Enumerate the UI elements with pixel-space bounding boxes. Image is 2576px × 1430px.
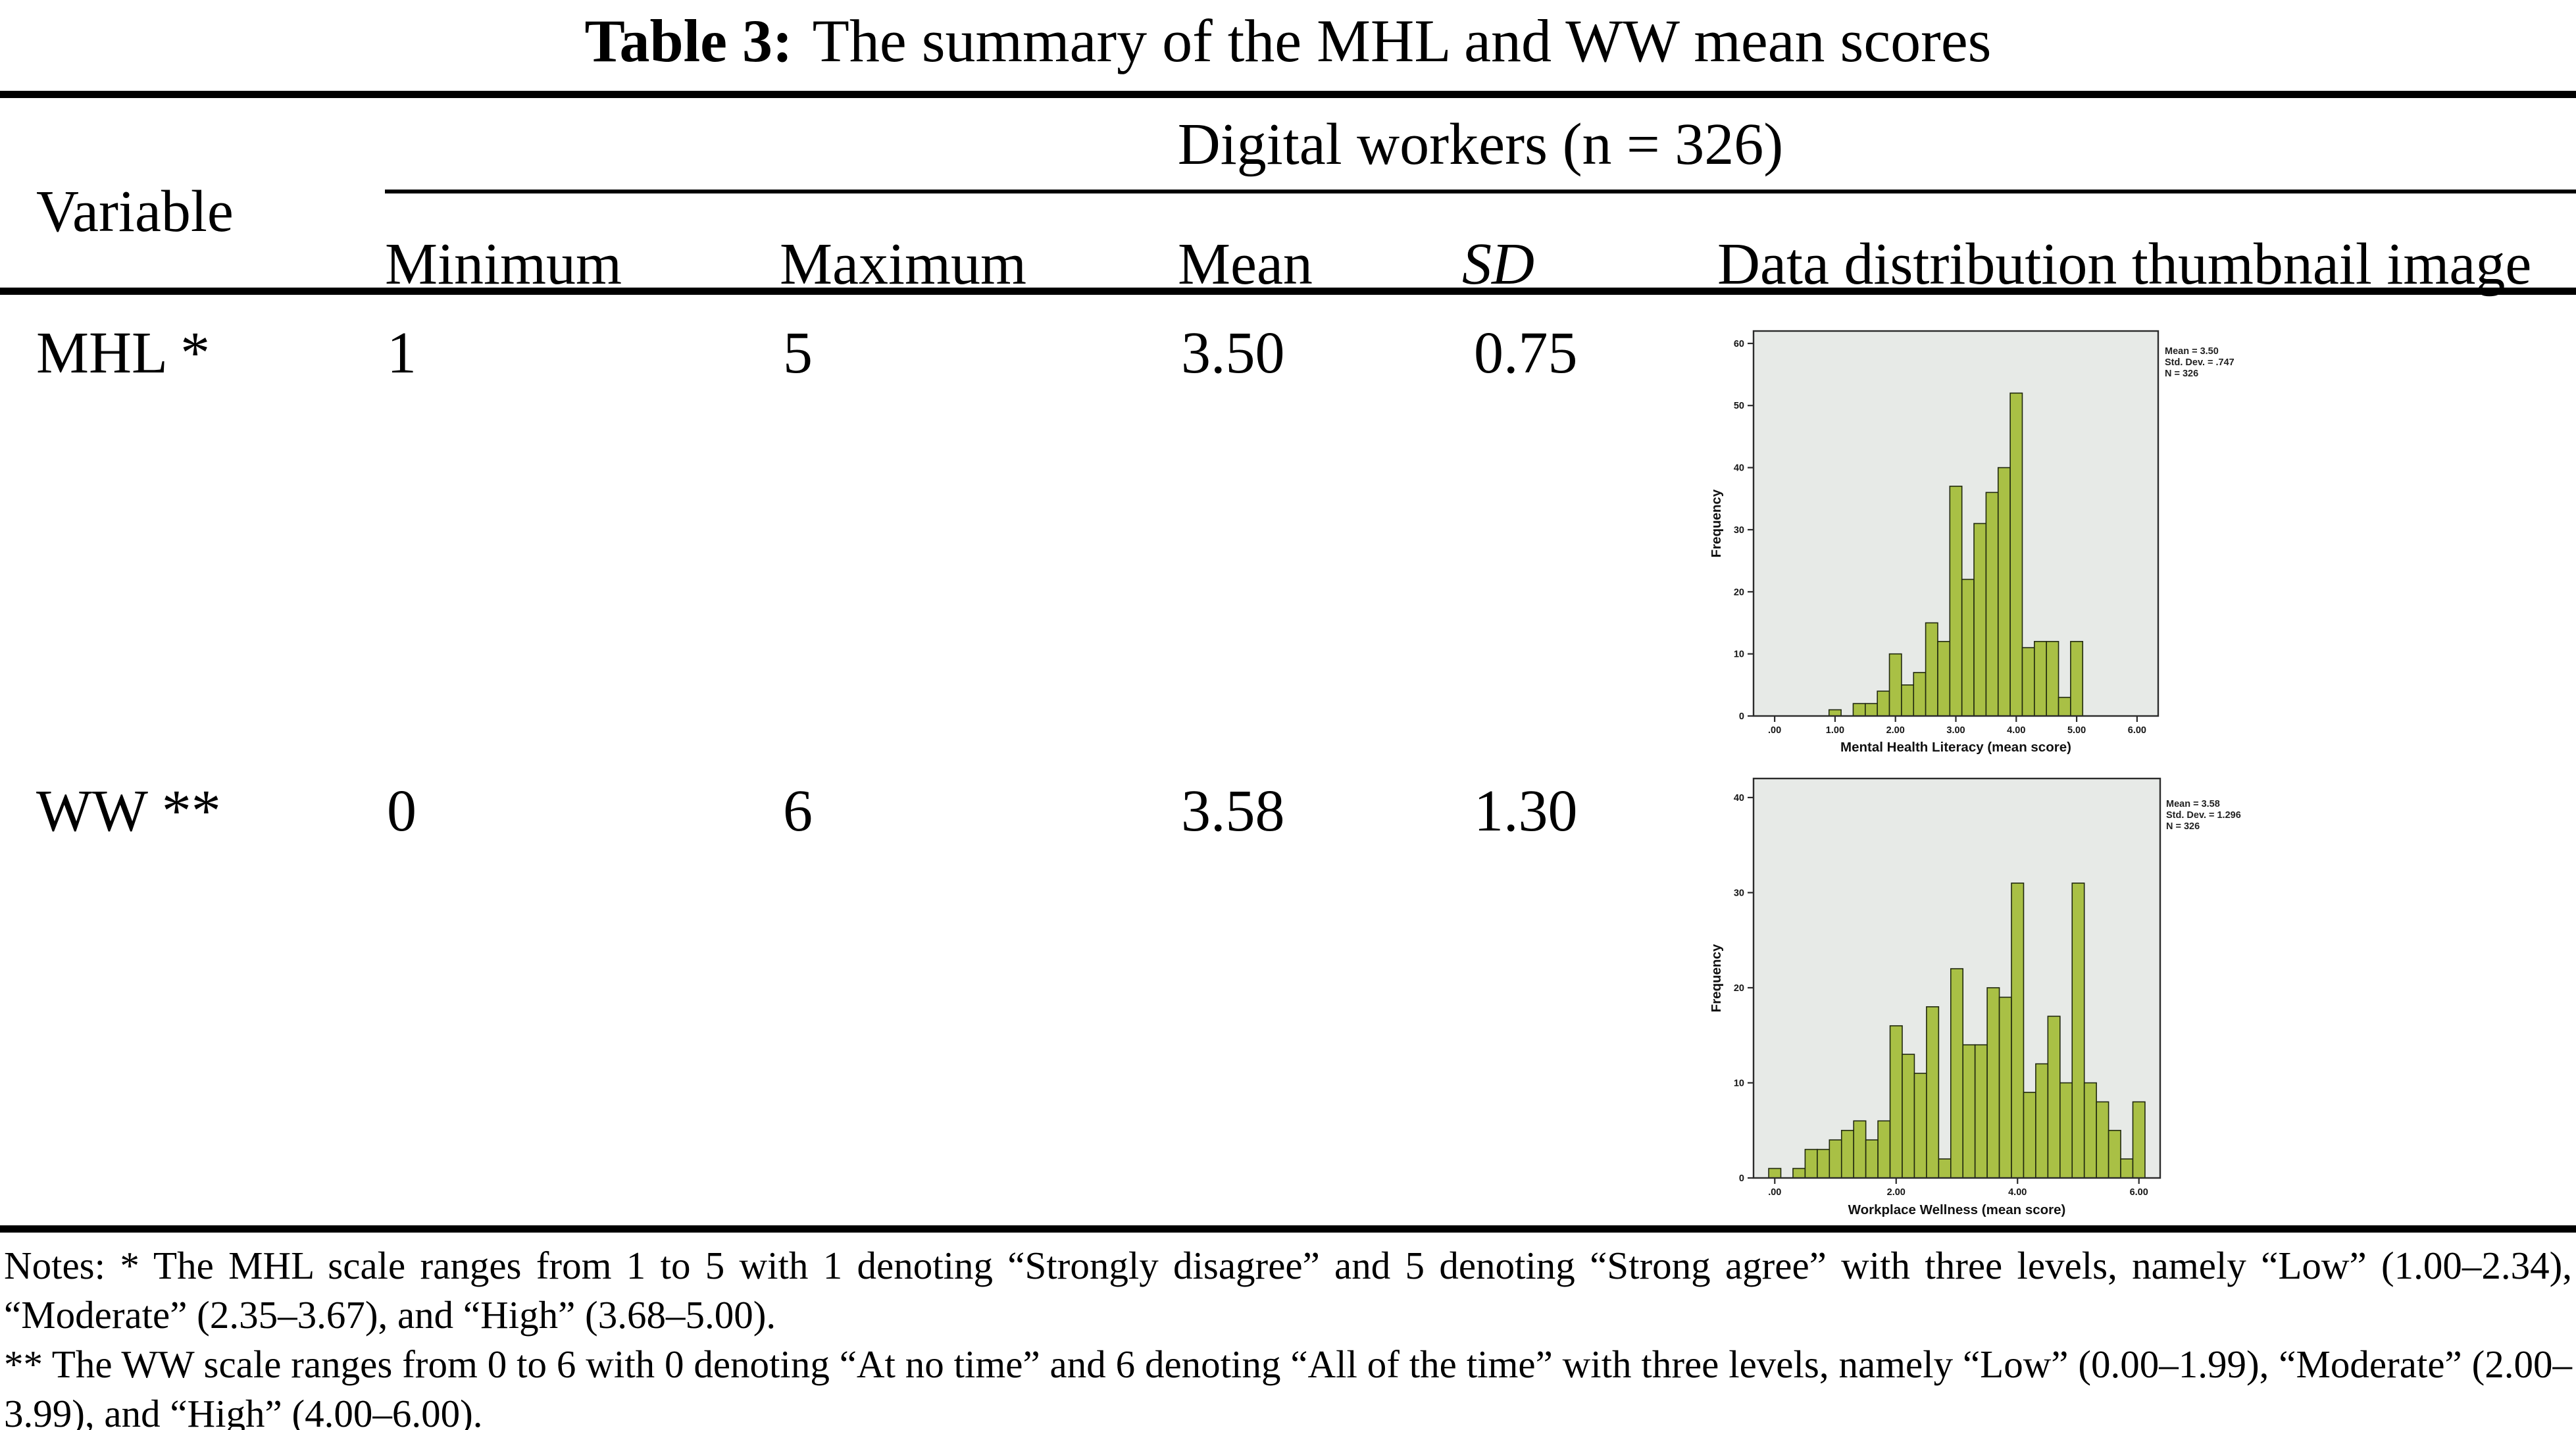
plot-border bbox=[1752, 777, 2161, 1179]
top-rule bbox=[0, 91, 2576, 98]
note-ww-scale: ** The WW scale ranges from 0 to 6 with … bbox=[4, 1342, 2572, 1430]
svg-text:0: 0 bbox=[1739, 711, 1744, 722]
svg-text:40: 40 bbox=[1734, 793, 1744, 804]
svg-text:Std. Dev. = .747: Std. Dev. = .747 bbox=[2165, 357, 2235, 368]
svg-text:5.00: 5.00 bbox=[2067, 725, 2086, 736]
svg-text:4.00: 4.00 bbox=[2007, 725, 2025, 736]
svg-text:2.00: 2.00 bbox=[1886, 725, 1905, 736]
cell-ww-maximum: 6 bbox=[783, 779, 813, 844]
x-axis-title: Workplace Wellness (mean score) bbox=[1848, 1202, 2066, 1217]
cell-ww-minimum: 0 bbox=[387, 779, 417, 844]
svg-text:20: 20 bbox=[1734, 587, 1744, 598]
ww-histogram-chart: 0 10 20 30 40 .00 2.00 4.00 6.00 Workplace Wellne… bbox=[1709, 777, 2241, 1217]
svg-text:N = 326: N = 326 bbox=[2165, 369, 2198, 379]
svg-text:50: 50 bbox=[1734, 401, 1744, 411]
table-caption-text: The summary of the MHL and WW mean score… bbox=[812, 7, 1992, 74]
group-span-rule bbox=[385, 190, 2576, 193]
mhl-histogram-thumbnail: 0 10 20 30 40 50 60 .00 1.00 2.00 3.00 4.00 5.00 6.00… bbox=[1704, 301, 2576, 757]
y-axis: 0 10 20 30 40 bbox=[1734, 793, 1754, 1184]
col-header-minimum: Minimum bbox=[385, 232, 622, 297]
x-axis: .00 2.00 4.00 6.00 bbox=[1768, 1178, 2148, 1198]
table-notes: Notes: * The MHL scale ranges from 1 to … bbox=[4, 1241, 2572, 1430]
cell-mhl-mean: 3.50 bbox=[1181, 320, 1285, 386]
svg-text:10: 10 bbox=[1734, 650, 1744, 660]
svg-text:30: 30 bbox=[1734, 525, 1744, 536]
y-axis-title: Frequency bbox=[1709, 489, 1724, 557]
y-axis-title: Frequency bbox=[1709, 944, 1724, 1012]
histogram-bars bbox=[1828, 392, 2084, 717]
svg-text:1.00: 1.00 bbox=[1826, 725, 1844, 736]
cell-mhl-sd: 0.75 bbox=[1474, 320, 1578, 386]
svg-text:.00: .00 bbox=[1768, 1187, 1781, 1198]
svg-text:.00: .00 bbox=[1768, 725, 1781, 736]
svg-text:3.00: 3.00 bbox=[1946, 725, 1965, 736]
y-axis: 0 10 20 30 40 50 60 bbox=[1734, 339, 1754, 722]
col-header-sd: SD bbox=[1462, 232, 1534, 297]
col-header-variable: Variable bbox=[36, 179, 234, 244]
mhl-histogram-chart: 0 10 20 30 40 50 60 .00 1.00 2.00 3.00 4.00 5.00 6.00… bbox=[1709, 330, 2235, 755]
note-mhl-scale: Notes: * The MHL scale ranges from 1 to … bbox=[4, 1244, 2572, 1337]
svg-text:10: 10 bbox=[1734, 1078, 1744, 1088]
col-header-thumbnail: Data distribution thumbnail image bbox=[1717, 232, 2532, 297]
cell-mhl-minimum: 1 bbox=[387, 320, 417, 386]
svg-text:Mean = 3.50: Mean = 3.50 bbox=[2165, 346, 2219, 357]
table-caption-number: Table 3: bbox=[584, 7, 793, 74]
table-bottom-rule bbox=[0, 1225, 2576, 1233]
cell-ww-variable: WW ** bbox=[36, 779, 221, 844]
svg-text:6.00: 6.00 bbox=[2130, 1187, 2148, 1198]
table-caption: Table 3: The summary of the MHL and WW me… bbox=[0, 1, 2576, 80]
svg-text:20: 20 bbox=[1734, 983, 1744, 994]
svg-text:2.00: 2.00 bbox=[1887, 1187, 1906, 1198]
cell-mhl-maximum: 5 bbox=[783, 320, 813, 386]
cell-ww-mean: 3.58 bbox=[1181, 779, 1285, 844]
header-bottom-rule bbox=[0, 288, 2576, 295]
svg-text:Std. Dev. = 1.296: Std. Dev. = 1.296 bbox=[2166, 810, 2241, 821]
svg-text:60: 60 bbox=[1734, 339, 1744, 349]
col-header-mean: Mean bbox=[1178, 232, 1313, 297]
svg-text:6.00: 6.00 bbox=[2128, 725, 2146, 736]
group-header-digital-workers: Digital workers (n = 326) bbox=[1177, 112, 1784, 177]
histogram-bars bbox=[1768, 882, 2146, 1179]
svg-text:4.00: 4.00 bbox=[2008, 1187, 2027, 1198]
x-axis-title: Mental Health Literacy (mean score) bbox=[1840, 740, 2071, 755]
ww-histogram-thumbnail: 0 10 20 30 40 .00 2.00 4.00 6.00 Workplace Wellne… bbox=[1704, 750, 2576, 1227]
x-axis: .00 1.00 2.00 3.00 4.00 5.00 6.00 bbox=[1768, 716, 2146, 736]
cell-ww-sd: 1.30 bbox=[1474, 779, 1578, 844]
cell-mhl-variable: MHL * bbox=[36, 320, 211, 386]
svg-text:Mean = 3.58: Mean = 3.58 bbox=[2166, 799, 2220, 809]
svg-text:30: 30 bbox=[1734, 888, 1744, 898]
svg-text:0: 0 bbox=[1739, 1173, 1744, 1184]
svg-text:40: 40 bbox=[1734, 463, 1744, 474]
svg-text:N = 326: N = 326 bbox=[2166, 821, 2200, 832]
col-header-maximum: Maximum bbox=[780, 232, 1026, 297]
